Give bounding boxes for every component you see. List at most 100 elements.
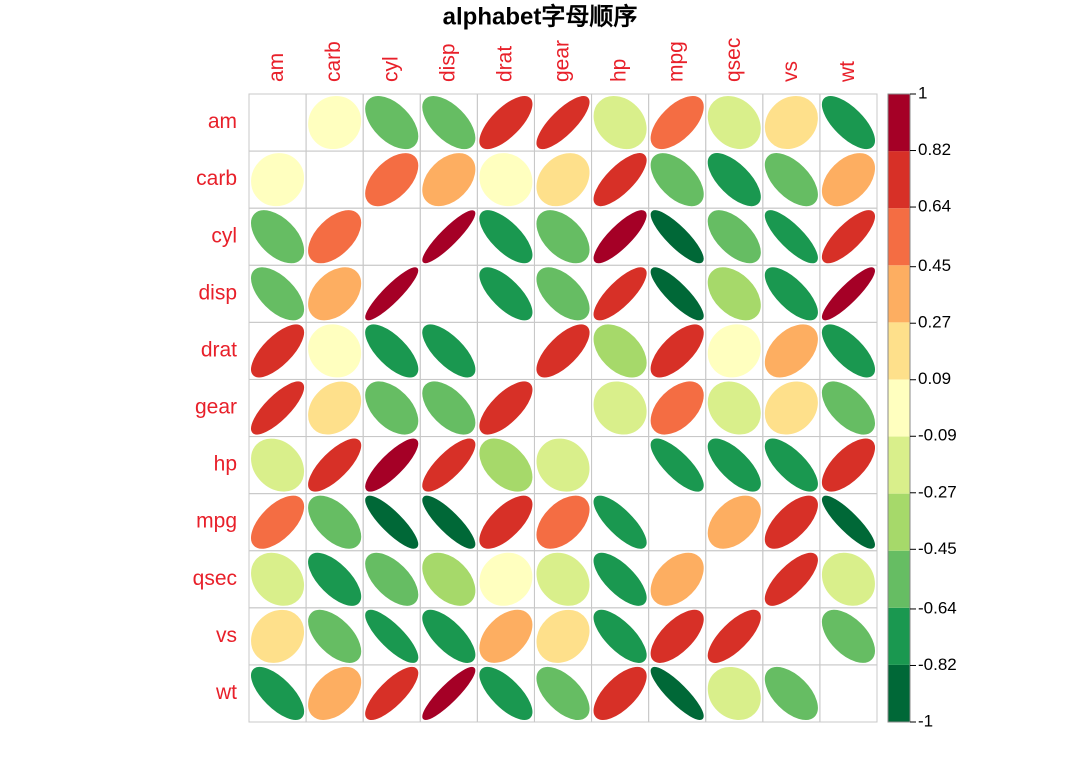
ellipse — [536, 495, 590, 549]
ellipse — [650, 609, 704, 663]
col-label: hp — [608, 59, 631, 82]
ellipse — [651, 496, 703, 548]
ellipse — [821, 552, 875, 606]
ellipse — [365, 267, 419, 321]
ellipse — [308, 666, 362, 720]
col-label: vs — [779, 61, 802, 82]
ellipse — [479, 210, 533, 264]
ellipse — [707, 381, 761, 435]
colorbar-bin — [888, 664, 910, 722]
ellipse — [422, 153, 476, 207]
ellipse — [650, 552, 704, 606]
ellipse — [422, 96, 476, 150]
ellipse — [536, 96, 590, 150]
colorbar-bin — [888, 322, 910, 380]
ellipse — [536, 324, 590, 378]
ellipse — [308, 609, 362, 663]
ellipse — [479, 438, 533, 492]
ellipse — [479, 495, 533, 549]
row-label: carb — [196, 167, 237, 190]
ellipse — [764, 552, 818, 606]
ellipse — [479, 267, 533, 321]
colorbar-frame — [887, 93, 911, 723]
ellipse — [308, 210, 362, 264]
ellipse — [707, 666, 761, 720]
colorbar-tick-label: 0.45 — [918, 256, 951, 275]
ellipse — [764, 210, 818, 264]
ellipse — [365, 609, 419, 663]
colorbar-tick-label: -0.27 — [918, 482, 957, 501]
col-label: drat — [493, 46, 516, 82]
row-label: gear — [195, 396, 237, 419]
row-label: cyl — [211, 224, 237, 247]
ellipse — [251, 381, 305, 435]
col-label: wt — [836, 61, 859, 83]
ellipse — [536, 609, 590, 663]
ellipse — [251, 438, 305, 492]
row-label: am — [208, 110, 237, 133]
ellipse — [422, 609, 476, 663]
colorbar-tick-label: -1 — [918, 711, 933, 730]
cell — [533, 378, 593, 438]
ellipse — [821, 438, 875, 492]
col-label: qsec — [722, 38, 745, 82]
ellipse — [821, 267, 875, 321]
ellipse — [365, 438, 419, 492]
colorbar-tick-label: -0.64 — [918, 598, 957, 617]
colorbar-tick-label: 0.82 — [918, 140, 951, 159]
cell — [476, 321, 535, 380]
ellipse — [594, 439, 646, 491]
ellipse — [479, 552, 533, 606]
colorbar-bin — [888, 550, 910, 608]
col-label: gear — [551, 40, 574, 82]
ellipse — [422, 495, 476, 549]
colorbar-bin — [888, 607, 910, 665]
ellipse — [536, 666, 590, 720]
ellipse — [536, 552, 590, 606]
ellipse — [593, 495, 647, 549]
ellipse — [251, 495, 305, 549]
ellipse — [308, 552, 362, 606]
ellipse — [593, 552, 647, 606]
ellipse — [650, 267, 704, 321]
col-label: mpg — [665, 41, 688, 82]
ellipse — [707, 438, 761, 492]
ellipse — [821, 96, 875, 150]
ellipse — [593, 267, 647, 321]
ellipse — [764, 96, 818, 150]
ellipse — [536, 438, 590, 492]
ellipse — [821, 495, 875, 549]
cell — [819, 664, 878, 723]
ellipse — [479, 153, 533, 207]
colorbar-bin — [888, 265, 910, 323]
colorbar-bin — [888, 94, 910, 152]
ellipse — [593, 381, 647, 435]
ellipse — [650, 324, 704, 378]
ellipse — [650, 153, 704, 207]
ellipse — [707, 96, 761, 150]
ellipse — [365, 666, 419, 720]
ellipse — [365, 96, 419, 150]
ellipse — [650, 666, 704, 720]
col-label: am — [265, 53, 288, 82]
ellipse — [593, 210, 647, 264]
colorbar-tick-label: 0.09 — [918, 369, 951, 388]
ellipse — [251, 153, 305, 207]
ellipse — [536, 267, 590, 321]
ellipse — [764, 438, 818, 492]
ellipse — [366, 211, 418, 263]
ellipse — [764, 666, 818, 720]
ellipse — [479, 381, 533, 435]
ellipse — [365, 381, 419, 435]
colorbar-tick-label: -0.45 — [918, 539, 957, 558]
ellipse — [764, 267, 818, 321]
ellipse — [707, 210, 761, 264]
cell — [305, 150, 364, 209]
cell — [591, 436, 650, 495]
row-label: hp — [214, 453, 237, 476]
colorbar-bin — [888, 493, 910, 551]
ellipse — [536, 210, 590, 264]
ellipse — [423, 268, 475, 320]
col-label: carb — [322, 41, 345, 82]
ellipse — [422, 438, 476, 492]
